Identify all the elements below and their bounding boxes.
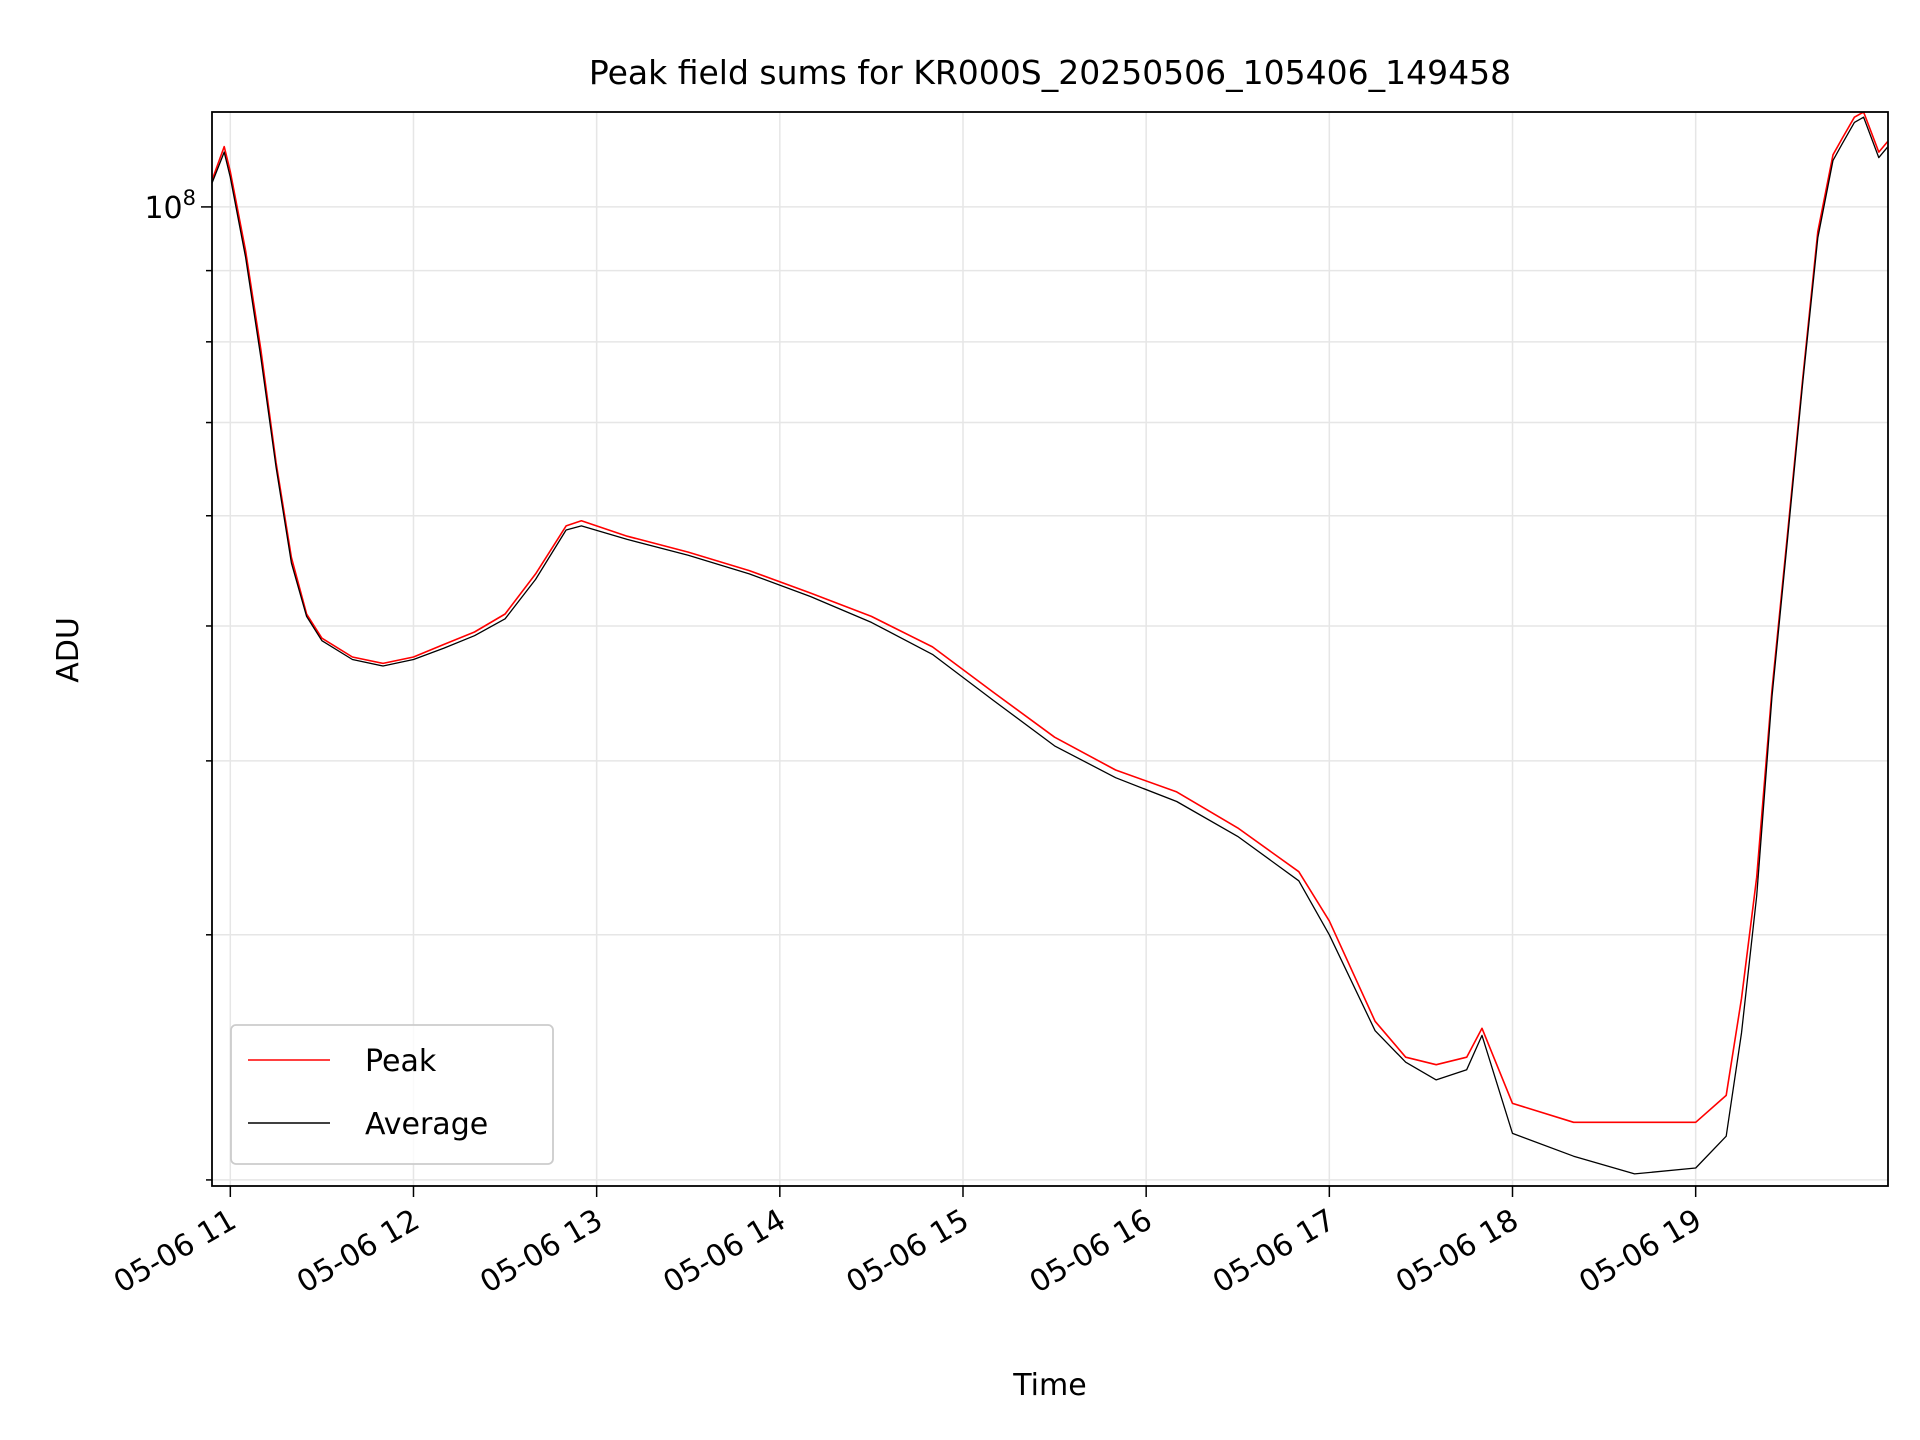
plot-area [212, 112, 1888, 1175]
legend: Peak Average [230, 1024, 554, 1165]
legend-average-label: Average [365, 1107, 488, 1142]
grid [212, 112, 1888, 1186]
y-axis: 108 [144, 186, 212, 1181]
chart-title: Peak field sums for KR000S_20250506_1054… [589, 53, 1511, 92]
series-layer [212, 112, 1888, 1175]
x-axis-label: Time [1012, 1368, 1086, 1403]
series-line-average [212, 116, 1888, 1175]
legend-peak-label: Peak [365, 1044, 437, 1079]
y-tick-label: 108 [144, 186, 196, 226]
plot-frame [211, 111, 1889, 1187]
y-axis-label: ADU [51, 617, 86, 683]
